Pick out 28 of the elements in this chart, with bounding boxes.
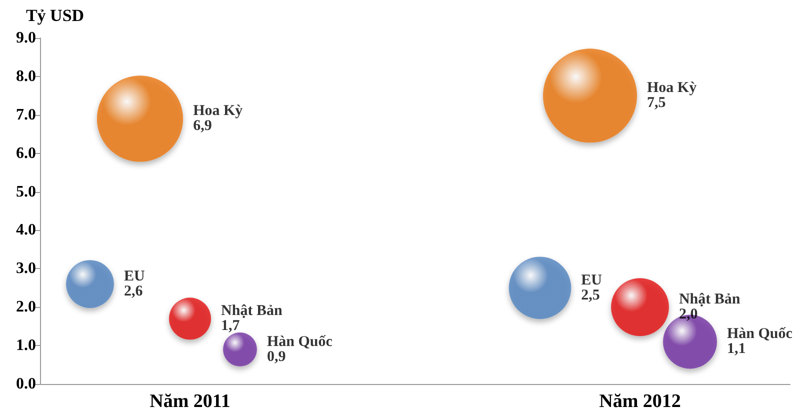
x-tick-label: Năm 2012	[599, 391, 681, 412]
data-label: 1,7	[221, 318, 240, 334]
data-label: 1,1	[727, 341, 746, 358]
y-tick-label: 0.0	[16, 376, 36, 392]
data-label: 6,9	[193, 118, 212, 134]
series-label: Hoa Kỳ	[193, 103, 244, 120]
y-tick-label: 9.0	[16, 30, 36, 46]
y-tick-label: 6.0	[16, 144, 36, 162]
text: EU	[581, 272, 602, 288]
data-label: 2,5	[581, 287, 600, 304]
y-tick-label: 5.0	[16, 183, 36, 200]
x-tick-label: Năm 2011	[150, 391, 230, 412]
y-tick-label: 7.0	[16, 106, 36, 124]
y-tick-label: 1.0	[16, 337, 36, 354]
text: Nhật Bản	[678, 292, 740, 308]
y-tick-label: 2.0	[16, 298, 36, 316]
y-tick-label: 3.0	[16, 260, 36, 278]
series-label: Nhật Bản	[221, 303, 283, 320]
data-label: 0,9	[266, 348, 286, 365]
y-axis-title: Tỷ USD	[26, 6, 84, 25]
data-label: 7,5	[647, 95, 666, 112]
y-tick-label: 8.0	[16, 68, 36, 85]
series-label: Hàn Quốc	[266, 334, 333, 350]
y-tick-label: 4.0	[16, 222, 36, 239]
data-label: 2,6	[124, 284, 144, 300]
text: Hoa Kỳ	[647, 80, 697, 96]
text: Hàn Quốc	[727, 326, 792, 342]
series-label: EU	[124, 268, 145, 285]
